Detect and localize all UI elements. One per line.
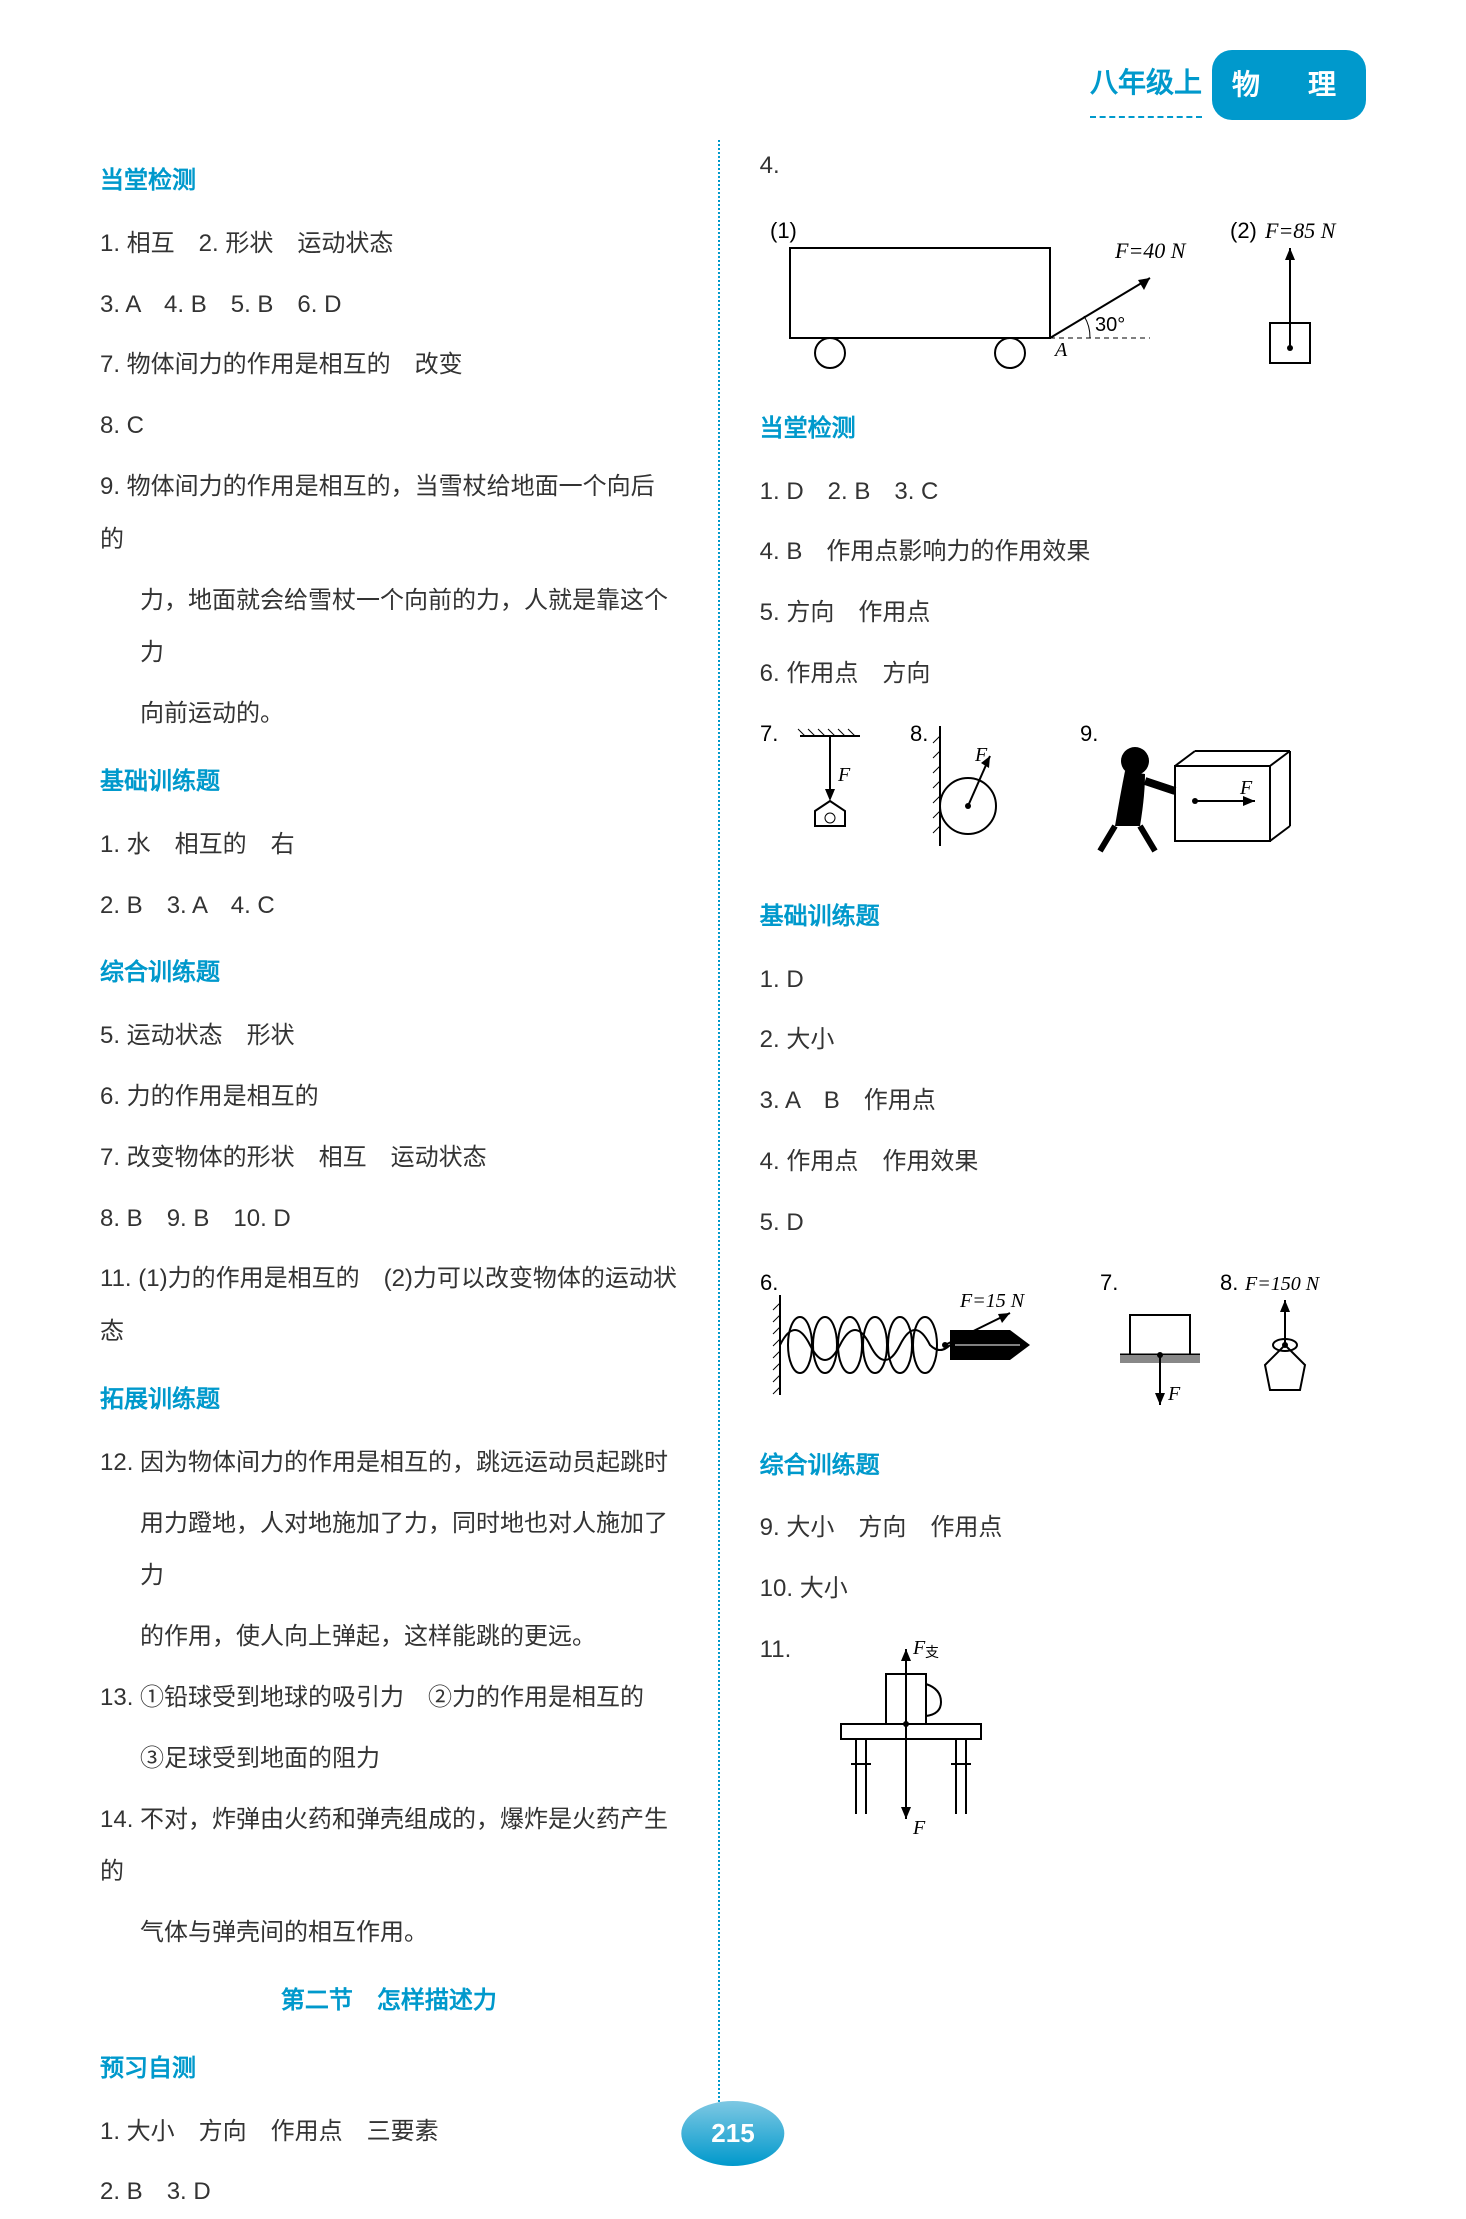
answer-line: 5. D bbox=[760, 1197, 1338, 1250]
question-label: 11. bbox=[760, 1624, 792, 1677]
spring-table-diagrams-icon: 6. F=15 N bbox=[760, 1265, 1340, 1425]
answer-line: 3. A 4. B 5. B 6. D bbox=[100, 279, 678, 332]
force-diagrams-icon: 7. F 8. F bbox=[760, 716, 1340, 876]
q-label: 7. bbox=[1100, 1270, 1118, 1295]
answer-line: 1. D bbox=[760, 954, 1338, 1007]
q-label: 8. bbox=[1220, 1270, 1238, 1295]
answer-line: 5. 运动状态 形状 bbox=[100, 1010, 678, 1063]
content-area: 当堂检测 1. 相互 2. 形状 运动状态 3. A 4. B 5. B 6. … bbox=[100, 140, 1366, 2106]
answer-line: 力，地面就会给雪杖一个向前的力，人就是靠这个力 bbox=[100, 575, 678, 681]
answer-line: 1. 大小 方向 作用点 三要素 bbox=[100, 2106, 678, 2159]
point-a: A bbox=[1053, 339, 1068, 361]
answer-line: 向前运动的。 bbox=[100, 688, 678, 741]
answer-line: 9. 物体间力的作用是相互的，当雪杖给地面一个向后的 bbox=[100, 461, 678, 567]
answer-line: 7. 改变物体的形状 相互 运动状态 bbox=[100, 1132, 678, 1185]
left-column: 当堂检测 1. 相互 2. 形状 运动状态 3. A 4. B 5. B 6. … bbox=[100, 140, 708, 2106]
svg-text:F: F bbox=[974, 744, 988, 766]
chapter-title: 第二节 怎样描述力 bbox=[100, 1975, 678, 2028]
answer-line: 8. B 9. B 10. D bbox=[100, 1193, 678, 1246]
answer-line: 1. D 2. B 3. C bbox=[760, 466, 1338, 519]
answer-line: 4. 作用点 作用效果 bbox=[760, 1136, 1338, 1189]
angle-label: 30° bbox=[1095, 314, 1125, 336]
svg-text:支: 支 bbox=[925, 1644, 939, 1660]
subject-badge: 物 理 bbox=[1212, 50, 1366, 120]
answer-line: 2. B 3. A 4. C bbox=[100, 880, 678, 933]
answer-line: 1. 相互 2. 形状 运动状态 bbox=[100, 218, 678, 271]
q-label: 8. bbox=[910, 721, 928, 746]
label: (1) bbox=[770, 218, 797, 243]
answer-line: 3. A B 作用点 bbox=[760, 1075, 1338, 1128]
section-title: 综合训练题 bbox=[100, 947, 678, 1000]
answer-line: 14. 不对，炸弹由火药和弹壳组成的，爆炸是火药产生的 bbox=[100, 1794, 678, 1900]
answer-line: ③足球受到地面的阻力 bbox=[100, 1733, 678, 1786]
page-header: 八年级上 物 理 bbox=[1090, 50, 1366, 120]
table-cup-diagram-icon: F 支 F bbox=[811, 1624, 1011, 1844]
diagram-q7-9: 7. F 8. F bbox=[760, 716, 1338, 876]
cart-force-diagram-icon: (1) 30° A F=40 N (2) F=85 N bbox=[760, 208, 1340, 388]
answer-line: 2. 大小 bbox=[760, 1014, 1338, 1067]
svg-text:F: F bbox=[837, 764, 851, 786]
answer-line: 10. 大小 bbox=[760, 1563, 1338, 1616]
answer-line: 7. 物体间力的作用是相互的 改变 bbox=[100, 339, 678, 392]
svg-text:F: F bbox=[912, 1817, 926, 1839]
section-title: 当堂检测 bbox=[760, 403, 1338, 456]
answer-line: 11. (1)力的作用是相互的 (2)力可以改变物体的运动状态 bbox=[100, 1253, 678, 1359]
diagram-q6-8: 6. F=15 N bbox=[760, 1265, 1338, 1425]
column-divider bbox=[718, 140, 720, 2106]
svg-text:F=15 N: F=15 N bbox=[959, 1290, 1026, 1312]
section-title: 综合训练题 bbox=[760, 1440, 1338, 1493]
answer-line: 8. C bbox=[100, 400, 678, 453]
right-column: 4. (1) 30° A F=40 N (2) F=85 N bbox=[730, 140, 1338, 2106]
section-title: 当堂检测 bbox=[100, 155, 678, 208]
q-label: 9. bbox=[1080, 721, 1098, 746]
section-title: 预习自测 bbox=[100, 2043, 678, 2096]
q-label: 6. bbox=[760, 1270, 778, 1295]
section-title: 基础训练题 bbox=[760, 891, 1338, 944]
answer-line: 的作用，使人向上弹起，这样能跳的更远。 bbox=[100, 1611, 678, 1664]
diagram-q4: (1) 30° A F=40 N (2) F=85 N bbox=[760, 208, 1338, 388]
answer-line: 13. ①铅球受到地球的吸引力 ②力的作用是相互的 bbox=[100, 1672, 678, 1725]
force-label: F=40 N bbox=[1114, 238, 1187, 263]
force-label: F=150 N bbox=[1244, 1273, 1321, 1295]
answer-line: 6. 作用点 方向 bbox=[760, 648, 1338, 701]
svg-text:F: F bbox=[1167, 1383, 1181, 1405]
section-title: 基础训练题 bbox=[100, 756, 678, 809]
answer-line: 1. 水 相互的 右 bbox=[100, 819, 678, 872]
svg-text:F: F bbox=[912, 1637, 926, 1659]
answer-line: 气体与弹壳间的相互作用。 bbox=[100, 1907, 678, 1960]
answer-line: 12. 因为物体间力的作用是相互的，跳远运动员起跳时 bbox=[100, 1437, 678, 1490]
grade-label: 八年级上 bbox=[1090, 52, 1202, 118]
answer-line: 4. B 作用点影响力的作用效果 bbox=[760, 526, 1338, 579]
answer-line: 2. B 3. D bbox=[100, 2166, 678, 2219]
diagram-q11-row: 11. F 支 F bbox=[760, 1624, 1338, 1844]
answer-line: 用力蹬地，人对地施加了力，同时地也对人施加了力 bbox=[100, 1498, 678, 1604]
section-title: 拓展训练题 bbox=[100, 1374, 678, 1427]
answer-line: 6. 力的作用是相互的 bbox=[100, 1071, 678, 1124]
answer-line: 9. 大小 方向 作用点 bbox=[760, 1502, 1338, 1555]
svg-text:F: F bbox=[1239, 777, 1253, 799]
label: (2) bbox=[1230, 218, 1257, 243]
force-label: F=85 N bbox=[1264, 218, 1337, 243]
q-label: 7. bbox=[760, 721, 778, 746]
question-label: 4. bbox=[760, 140, 1338, 193]
answer-line: 5. 方向 作用点 bbox=[760, 587, 1338, 640]
page-number: 215 bbox=[681, 2101, 784, 2166]
